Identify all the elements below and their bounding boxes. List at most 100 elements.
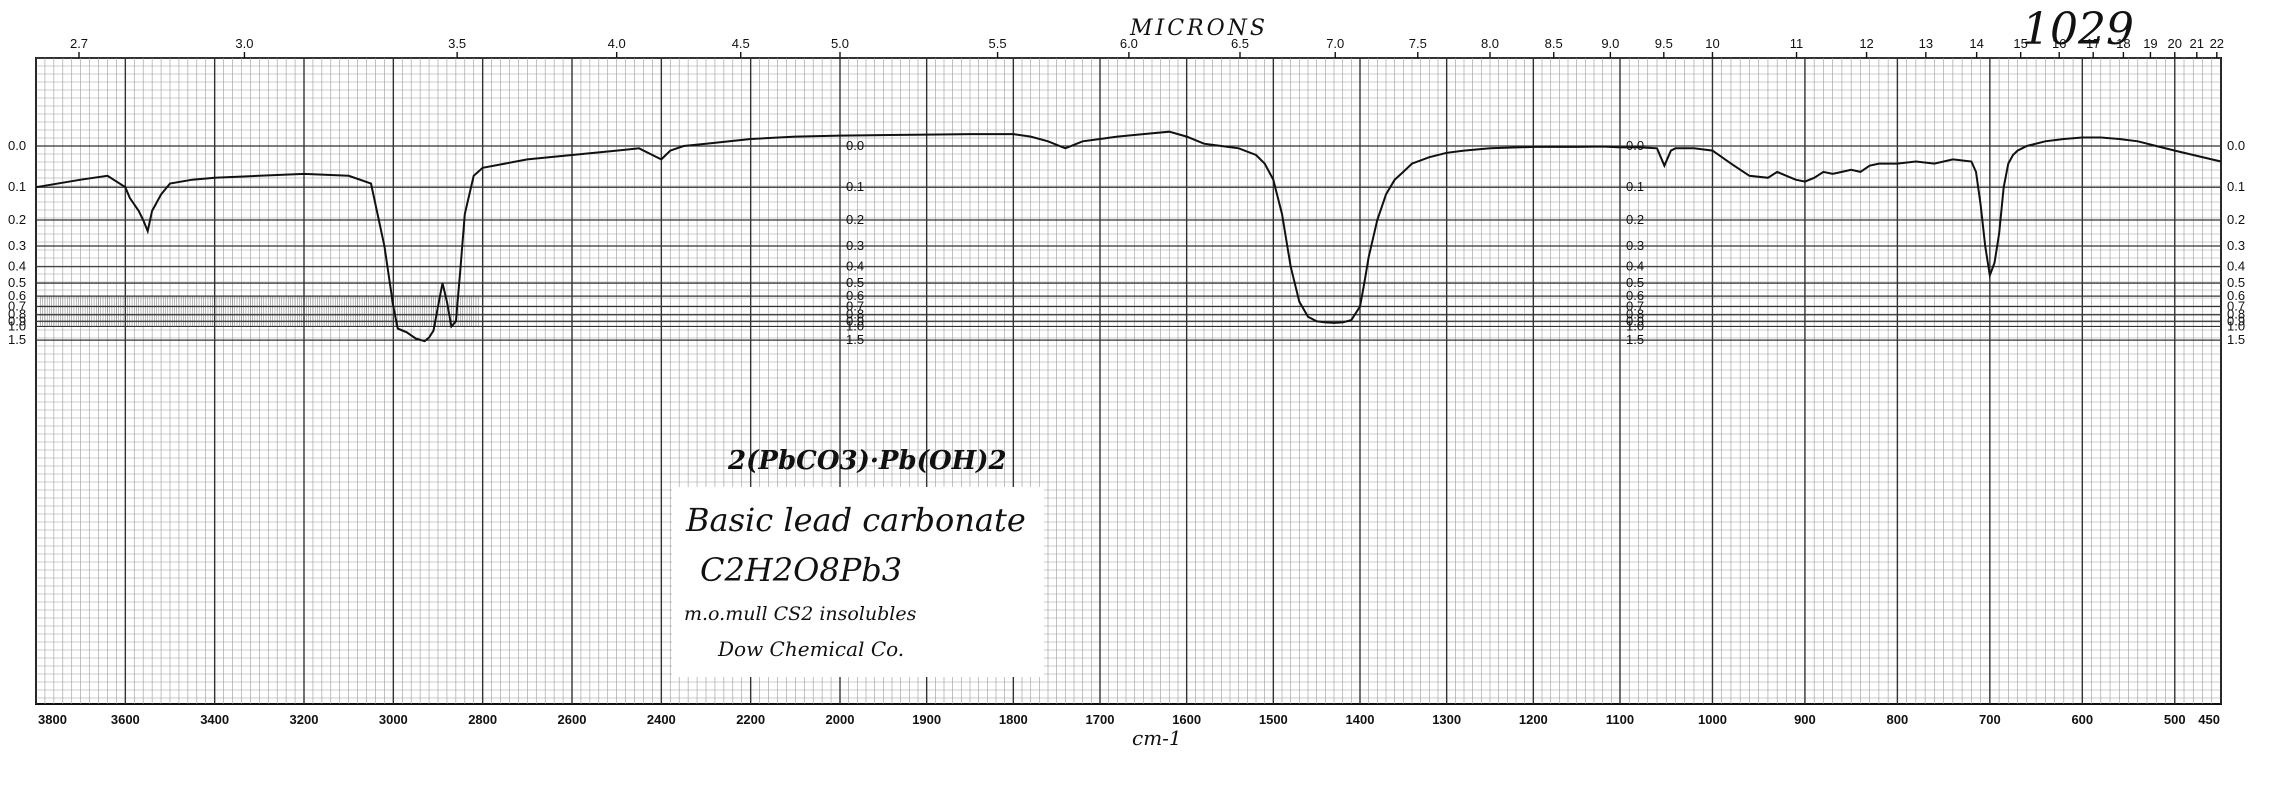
top-tick-label-0: 2.7 <box>70 36 88 51</box>
abs-right-label-0: 0.0 <box>2227 138 2245 153</box>
top-tick-label-26: 21 <box>2190 36 2204 51</box>
top-tick-label-14: 9.5 <box>1655 36 1673 51</box>
bottom-tick-label-0: 3800 <box>38 712 67 727</box>
bottom-tick-label-17: 1200 <box>1519 712 1548 727</box>
bottom-tick-label-8: 2200 <box>736 712 765 727</box>
abs-left-label-10: 1.0 <box>8 318 26 333</box>
sample-formula: C2H2O8Pb3 <box>700 551 903 589</box>
bottom-tick-label-1: 3600 <box>111 712 140 727</box>
bottom-tick-label-12: 1700 <box>1086 712 1115 727</box>
bottom-tick-label-2: 3400 <box>200 712 229 727</box>
bottom-tick-label-4: 3000 <box>379 712 408 727</box>
top-tick-label-23: 18 <box>2116 36 2130 51</box>
top-tick-label-5: 5.0 <box>831 36 849 51</box>
abs-mid1-label-3: 0.3 <box>846 238 864 253</box>
abs-mid2-label-10: 1.0 <box>1626 318 1644 333</box>
compound-formula: 2(PbCO3)·Pb(OH)2 <box>728 446 1007 476</box>
top-tick-label-9: 7.0 <box>1326 36 1344 51</box>
top-tick-label-6: 5.5 <box>989 36 1007 51</box>
abs-mid1-label-11: 1.5 <box>846 332 864 347</box>
top-tick-label-22: 17 <box>2086 36 2100 51</box>
bottom-tick-label-10: 1900 <box>912 712 941 727</box>
bottom-tick-label-18: 1100 <box>1606 712 1634 727</box>
sample-source: Dow Chemical Co. <box>718 637 905 661</box>
abs-right-label-6: 0.6 <box>2227 288 2245 303</box>
absorbance-scale-right: 0.0 0.1 0.2 0.3 0.40.50.60.70.80.91.01.5 <box>2227 138 2245 347</box>
abs-left-label-9: 0.9 <box>8 313 26 328</box>
plot-area <box>35 57 2222 705</box>
top-tick-label-11: 8.0 <box>1481 36 1499 51</box>
bottom-tick-label-23: 600 <box>2071 712 2093 727</box>
sample-label-box: Basic lead carbonate C2H2O8Pb3 m.o.mull … <box>672 487 1044 677</box>
abs-mid1-label-2: 0.2 <box>846 212 864 227</box>
abs-left-label-2: 0.2 <box>8 212 26 227</box>
spectrum-id: 1029 <box>2022 4 2134 55</box>
bottom-tick-label-3: 3200 <box>290 712 319 727</box>
top-tick-label-16: 11 <box>1790 36 1804 51</box>
abs-left-label-6: 0.6 <box>8 288 26 303</box>
abs-mid1-label-1: 0.1 <box>846 179 864 194</box>
abs-mid1-label-7: 0.7 <box>846 298 864 313</box>
top-tick-label-21: 16 <box>2052 36 2066 51</box>
abs-mid1-label-0: 0.0 <box>846 138 864 153</box>
abs-mid2-label-0: 0.0 <box>1626 138 1644 153</box>
abs-mid2-label-3: 0.3 <box>1626 238 1644 253</box>
abs-right-label-3: 0.3 <box>2227 238 2245 253</box>
top-tick-label-7: 6.0 <box>1120 36 1138 51</box>
abs-left-label-5: 0.5 <box>8 275 26 290</box>
top-tick-label-19: 14 <box>1969 36 1983 51</box>
abs-right-label-7: 0.7 <box>2227 298 2245 313</box>
abs-mid2-label-7: 0.7 <box>1626 298 1644 313</box>
sample-name: Basic lead carbonate <box>686 501 1026 539</box>
abs-mid2-label-8: 0.8 <box>1626 307 1644 322</box>
abs-left-label-3: 0.3 <box>8 238 26 253</box>
abs-left-label-7: 0.7 <box>8 298 26 313</box>
abs-right-label-2: 0.2 <box>2227 212 2245 227</box>
abs-mid1-label-4: 0.4 <box>846 259 864 274</box>
abs-right-label-1: 0.1 <box>2227 179 2245 194</box>
abs-right-label-5: 0.5 <box>2227 275 2245 290</box>
absorbance-scale-left: 0.0 0.1 0.2 0.3 0.40.50.60.70.80.91.01.5 <box>8 138 26 347</box>
bottom-tick-label-14: 1500 <box>1259 712 1288 727</box>
bottom-tick-label-20: 900 <box>1794 712 1816 727</box>
bottom-tick-label-15: 1400 <box>1346 712 1375 727</box>
top-tick-label-27: 22 <box>2210 36 2224 51</box>
abs-mid2-label-4: 0.4 <box>1626 259 1644 274</box>
bottom-tick-label-5: 2800 <box>468 712 497 727</box>
top-tick-label-1: 3.0 <box>235 36 253 51</box>
abs-mid1-label-8: 0.8 <box>846 307 864 322</box>
top-tick-label-13: 9.0 <box>1601 36 1619 51</box>
abs-right-label-9: 0.9 <box>2227 313 2245 328</box>
bottom-tick-label-25: 450 <box>2198 712 2220 727</box>
sample-medium: m.o.mull CS2 insolubles <box>684 603 917 625</box>
abs-mid1-label-10: 1.0 <box>846 318 864 333</box>
top-tick-label-2: 3.5 <box>448 36 466 51</box>
top-tick-label-20: 15 <box>2013 36 2027 51</box>
bottom-tick-label-13: 1600 <box>1172 712 1201 727</box>
top-axis-title: MICRONS <box>1130 16 1268 41</box>
bottom-tick-label-22: 700 <box>1979 712 2001 727</box>
x-axis-title: cm-1 <box>1132 726 1182 750</box>
top-tick-label-18: 13 <box>1919 36 1933 51</box>
bottom-tick-label-16: 1300 <box>1432 712 1461 727</box>
abs-mid1-label-6: 0.6 <box>846 288 864 303</box>
abs-left-label-11: 1.5 <box>8 332 26 347</box>
absorbance-scale-mid-1: 0.0 0.1 0.2 0.3 0.40.50.60.70.80.91.01.5 <box>846 138 864 347</box>
top-tick-label-3: 4.0 <box>608 36 626 51</box>
top-tick-label-4: 4.5 <box>732 36 750 51</box>
bottom-tick-label-7: 2400 <box>647 712 676 727</box>
abs-right-label-4: 0.4 <box>2227 259 2245 274</box>
spectrum-line <box>35 130 2222 343</box>
abs-left-label-1: 0.1 <box>8 179 26 194</box>
bottom-tick-label-6: 2600 <box>558 712 587 727</box>
absorbance-scale-mid-2: 0.0 0.1 0.2 0.3 0.40.50.60.70.80.91.01.5 <box>1626 138 1644 347</box>
top-tick-label-24: 19 <box>2143 36 2157 51</box>
bottom-axis-ticks: 3800 3600 3400 3200 3000 2800 2600 2400 2200 2000… <box>38 712 2220 727</box>
top-tick-label-17: 12 <box>1859 36 1873 51</box>
top-axis-ticks: 2.7 3.0 3.5 4.0 4.5 5.0 5.5 6.0 6.5 7.0 7.5 8.0 8.5 9… <box>70 36 2224 58</box>
abs-mid2-label-11: 1.5 <box>1626 332 1644 347</box>
top-tick-label-10: 7.5 <box>1409 36 1427 51</box>
bottom-tick-label-21: 800 <box>1887 712 1909 727</box>
abs-mid2-label-6: 0.6 <box>1626 288 1644 303</box>
